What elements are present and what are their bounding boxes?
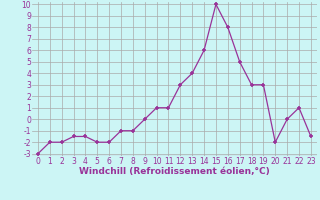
X-axis label: Windchill (Refroidissement éolien,°C): Windchill (Refroidissement éolien,°C) — [79, 167, 270, 176]
